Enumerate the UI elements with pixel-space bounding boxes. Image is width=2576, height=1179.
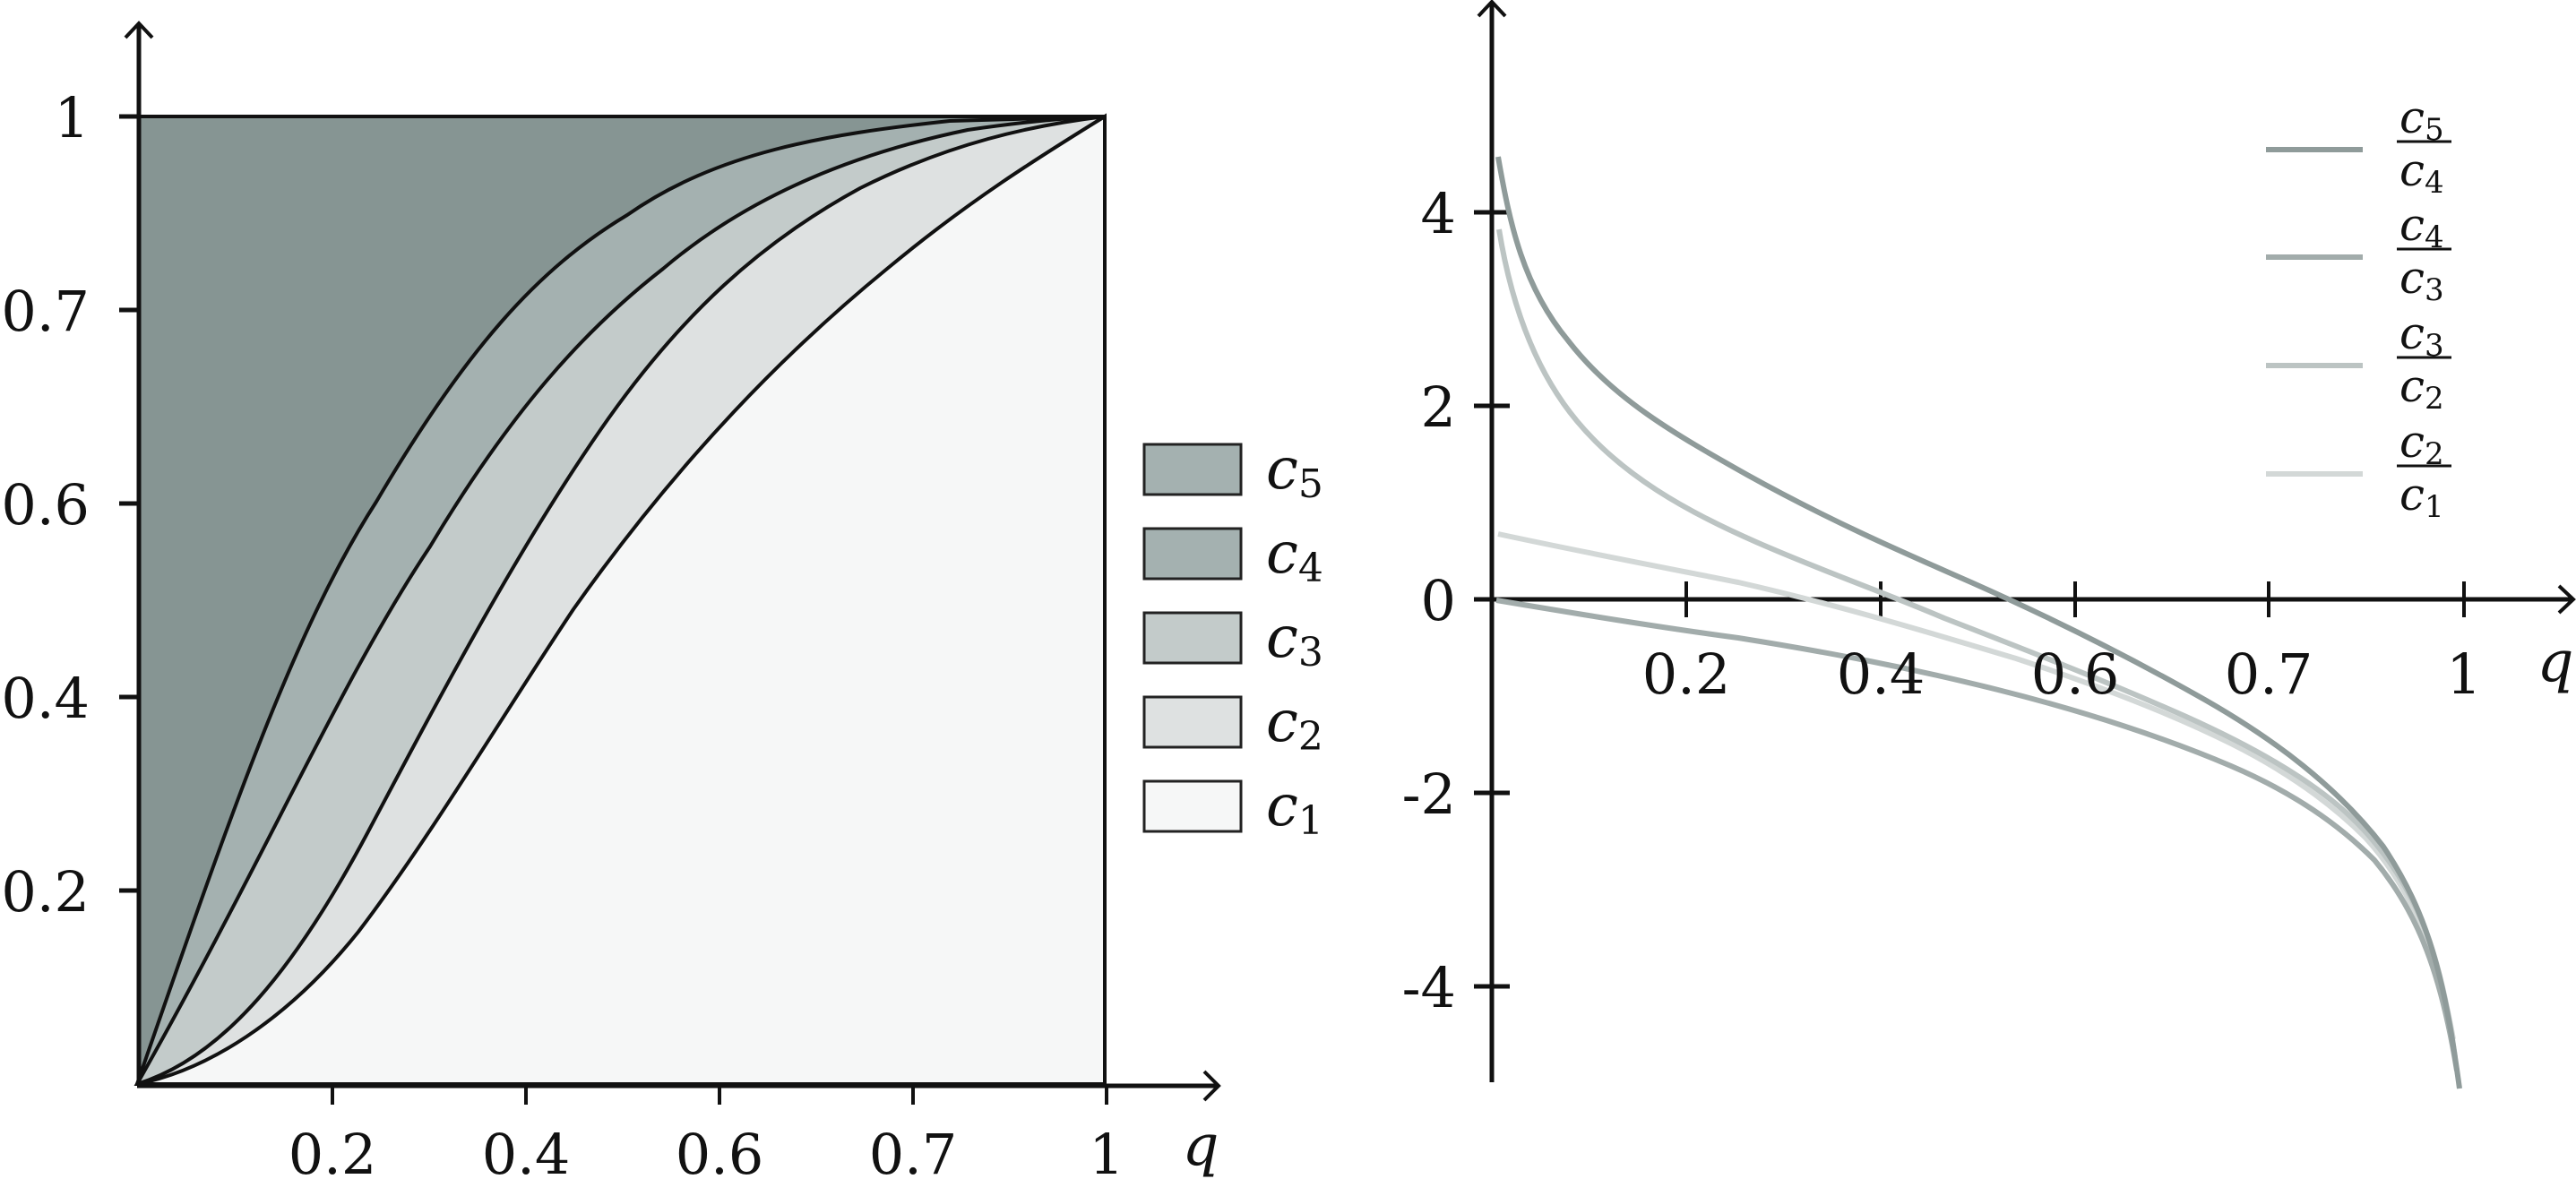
left-chart: 1 0.7 0.6 0.4 0.2 0.2 0.4 0.6 0.7 1 q c5…	[1, 21, 1323, 1179]
left-x-ticks	[331, 1086, 1108, 1105]
y-axis-arrow-icon	[124, 21, 154, 39]
svg-text:c3: c3	[2399, 307, 2444, 364]
legend-item-c5: c5	[1142, 436, 1323, 507]
svg-text:c3: c3	[2399, 252, 2444, 308]
right-legend: c5 c4 c4 c3 c3 c2 c2 c1	[2266, 91, 2451, 525]
svg-text:c4: c4	[2399, 144, 2444, 201]
y-label-0: 0	[1421, 568, 1456, 633]
svg-text:c2: c2	[1266, 689, 1323, 760]
x-axis-label-q: q	[2537, 629, 2574, 695]
legend-item-c1: c1	[1142, 773, 1323, 844]
line-c5-over-c4	[1495, 156, 2462, 1089]
legend-item-c5-over-c4: c5 c4	[2266, 91, 2451, 201]
legend-item-c3: c3	[1142, 605, 1323, 676]
x-label-1: 1	[1089, 1122, 1124, 1179]
y-axis-arrow-icon	[1477, 0, 1507, 18]
left-y-ticks	[119, 114, 139, 893]
left-legend: c5 c4 c3 c2 c1	[1142, 436, 1323, 844]
svg-text:c3: c3	[1266, 605, 1323, 676]
y-label-0.6: 0.6	[1, 472, 90, 538]
x-label-0.7: 0.7	[869, 1122, 958, 1179]
x-label-0.6: 0.6	[676, 1122, 764, 1179]
y-label-0.7: 0.7	[1, 279, 90, 344]
svg-text:c2: c2	[2399, 416, 2444, 472]
legend-item-c2-over-c1: c2 c1	[2266, 416, 2451, 525]
line-c4-over-c3	[1495, 598, 2460, 1071]
y-label-0.2: 0.2	[1, 859, 90, 925]
right-chart: 4 2 0 -2 -4 0.2 0.4 0.6 0.7 1 q	[1402, 0, 2576, 1089]
svg-text:c5: c5	[1266, 436, 1323, 507]
x-label-0.6: 0.6	[2031, 641, 2120, 707]
y-label-minus-2: -2	[1402, 762, 1456, 827]
right-series	[1495, 156, 2462, 1089]
x-label-1: 1	[2446, 641, 2481, 707]
svg-text:c2: c2	[2399, 360, 2444, 417]
legend-item-c4: c4	[1142, 521, 1323, 591]
svg-text:c1: c1	[1266, 773, 1323, 844]
legend-item-c3-over-c2: c3 c2	[2266, 307, 2451, 417]
x-axis-arrow-icon	[1202, 1070, 1221, 1102]
legend-item-c4-over-c3: c4 c3	[2266, 199, 2451, 308]
svg-text:c1: c1	[2399, 469, 2444, 525]
x-label-0.2: 0.2	[1642, 641, 1731, 707]
y-label-4: 4	[1421, 181, 1456, 246]
legend-item-c2: c2	[1142, 689, 1323, 760]
x-axis-arrow-icon	[2557, 584, 2576, 615]
line-c3-over-c2	[1496, 228, 2458, 1058]
svg-text:c4: c4	[1266, 521, 1323, 591]
x-axis-label-q: q	[1183, 1113, 1219, 1179]
x-label-0.2: 0.2	[289, 1122, 377, 1179]
x-label-0.4: 0.4	[1837, 641, 1926, 707]
x-label-0.7: 0.7	[2225, 641, 2313, 707]
y-label-0.4: 0.4	[1, 666, 90, 731]
right-x-ticks	[1684, 581, 2466, 617]
svg-text:c5: c5	[2399, 91, 2444, 148]
line-c2-over-c1	[1497, 531, 2456, 1040]
x-label-0.4: 0.4	[482, 1122, 571, 1179]
y-label-1: 1	[55, 85, 90, 151]
svg-text:c4: c4	[2399, 199, 2444, 255]
right-y-ticks	[1474, 210, 1510, 989]
area-c1	[136, 113, 1107, 1086]
y-label-2: 2	[1421, 374, 1456, 440]
y-label-minus-4: -4	[1402, 955, 1456, 1020]
